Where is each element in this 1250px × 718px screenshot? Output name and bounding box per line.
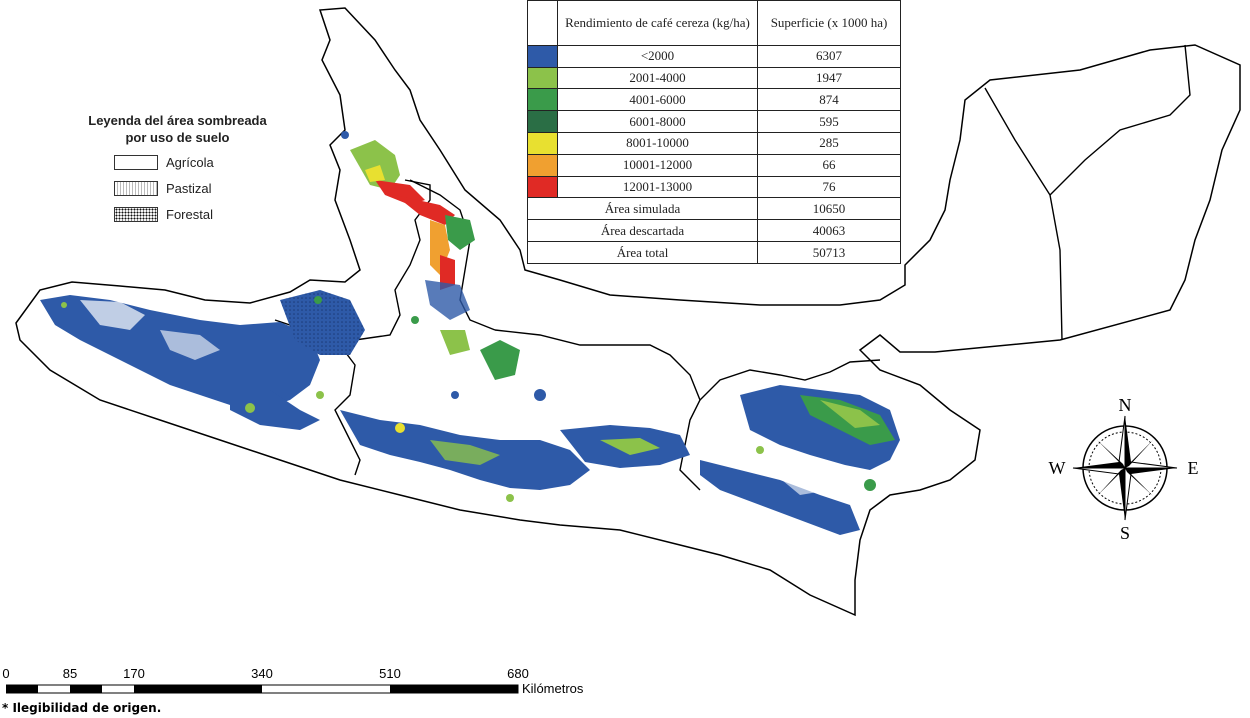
yield-area: 874	[757, 88, 901, 112]
yield-area: 285	[757, 132, 901, 155]
coffee-yield-patches	[40, 131, 900, 535]
scale-tick: 170	[123, 666, 145, 681]
yield-range: 6001-8000	[557, 110, 758, 133]
yield-table: Rendimiento de café cereza (kg/ha) Super…	[527, 0, 901, 264]
scale-tick: 510	[379, 666, 401, 681]
total-row-total: Área total 50713	[527, 241, 901, 264]
total-label: Área total	[527, 241, 758, 264]
yield-row: 6001-8000 595	[527, 110, 901, 133]
landuse-legend-title: Leyenda del área sombreada por uso de su…	[88, 113, 267, 145]
total-label: Área descartada	[527, 219, 758, 243]
agricola-swatch	[114, 154, 158, 170]
yield-row: 4001-6000 874	[527, 88, 901, 112]
compass-west: W	[1049, 458, 1066, 478]
landuse-item-pastizal: Pastizal	[114, 178, 315, 198]
scale-bar: 0 85 170 340 510 680 Kilómetros	[0, 666, 620, 696]
yield-range: 4001-6000	[557, 88, 758, 112]
total-value: 40063	[757, 219, 901, 243]
compass-north: N	[1119, 395, 1132, 415]
compass-south: S	[1120, 523, 1130, 543]
swatch-4001-6000	[527, 88, 558, 112]
swatch-6001-8000	[527, 110, 558, 133]
yield-range: 12001-13000	[557, 175, 758, 199]
yield-range: 10001-12000	[557, 153, 758, 177]
yield-area: 66	[757, 153, 901, 177]
yield-row: <2000 6307	[527, 44, 901, 68]
swatch-12001-13000	[527, 175, 558, 199]
landuse-legend: Leyenda del área sombreada por uso de su…	[40, 112, 315, 224]
header-yield: Rendimiento de café cereza (kg/ha)	[557, 0, 758, 46]
yield-row: 2001-4000 1947	[527, 66, 901, 90]
scale-tick: 85	[62, 666, 78, 681]
yield-row: 10001-12000 66	[527, 153, 901, 177]
scale-tick: 0	[2, 666, 10, 681]
swatch-10001-12000	[527, 153, 558, 177]
footnote: * Ilegibilidad de origen.	[2, 701, 162, 715]
scale-bar-graphic	[6, 684, 519, 694]
compass-rose-icon: N S E W	[1049, 395, 1199, 543]
scale-tick: 340	[251, 666, 273, 681]
yield-range: <2000	[557, 44, 758, 68]
total-value: 50713	[757, 241, 901, 264]
pastizal-swatch	[114, 180, 158, 196]
yield-area: 1947	[757, 66, 901, 90]
yield-range: 8001-10000	[557, 132, 758, 155]
yield-range: 2001-4000	[557, 66, 758, 90]
total-row-discarded: Área descartada 40063	[527, 219, 901, 243]
swatch-2001-4000	[527, 66, 558, 90]
header-area: Superficie (x 1000 ha)	[757, 0, 901, 46]
total-value: 10650	[757, 197, 901, 221]
total-row-simulated: Área simulada 10650	[527, 197, 901, 221]
yield-area: 595	[757, 110, 901, 133]
forestal-swatch	[114, 206, 158, 222]
scale-unit: Kilómetros	[522, 681, 584, 696]
yield-area: 6307	[757, 44, 901, 68]
landuse-item-forestal: Forestal	[114, 204, 315, 224]
yield-area: 76	[757, 175, 901, 199]
swatch-8001-10000	[527, 132, 558, 155]
yield-row: 8001-10000 285	[527, 132, 901, 155]
header-blank	[527, 0, 558, 46]
swatch-lt-2000	[527, 44, 558, 68]
southern-region-outline	[15, 7, 1241, 617]
landuse-item-agricola: Agrícola	[114, 152, 315, 172]
compass-east: E	[1188, 458, 1199, 478]
yield-row: 12001-13000 76	[527, 175, 901, 199]
yield-table-header: Rendimiento de café cereza (kg/ha) Super…	[527, 0, 901, 46]
total-label: Área simulada	[527, 197, 758, 221]
scale-tick: 680	[507, 666, 529, 681]
